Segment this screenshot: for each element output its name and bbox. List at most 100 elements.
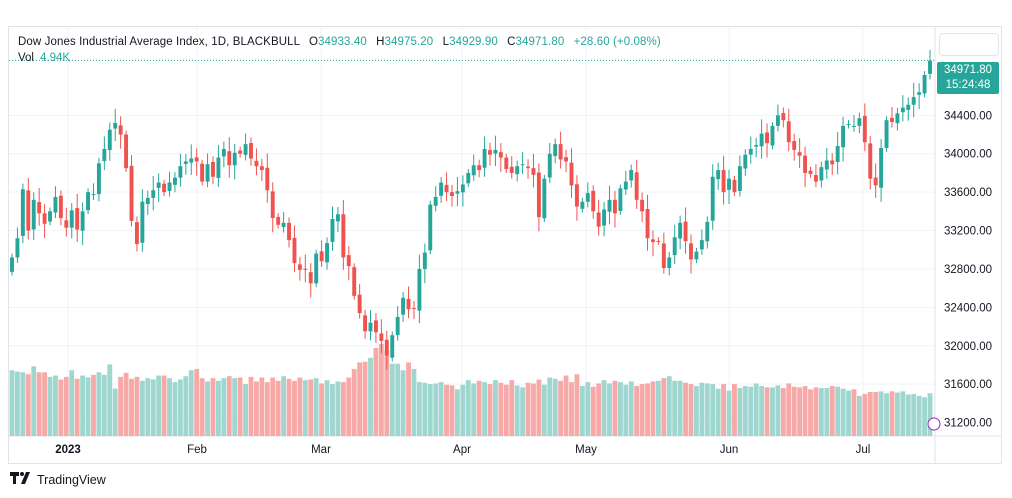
- volume-bar: [205, 381, 210, 436]
- volume-bar: [726, 390, 732, 436]
- candle-body: [466, 172, 471, 184]
- high-label: H: [376, 36, 385, 48]
- volume-bar: [259, 377, 265, 436]
- candle-body: [243, 144, 248, 155]
- footer-brand[interactable]: TradingView: [10, 472, 106, 487]
- candle-body: [803, 155, 808, 173]
- volume-bar: [650, 381, 656, 436]
- volume-bar: [433, 383, 439, 436]
- candle-body: [498, 152, 503, 158]
- candle-body: [96, 163, 101, 195]
- volume-bar: [281, 376, 287, 436]
- candle-body: [216, 157, 221, 178]
- candle-body: [580, 201, 585, 209]
- volume-bar: [183, 376, 189, 436]
- candle-body: [368, 322, 373, 332]
- volume-bar: [493, 380, 498, 436]
- candle-body: [748, 148, 753, 155]
- volume-legend: Vol 4.94K: [18, 52, 70, 64]
- candle-body: [634, 172, 639, 200]
- volume-bar: [759, 386, 765, 436]
- volume-bar: [590, 386, 596, 436]
- volume-bar: [694, 386, 699, 436]
- volume-bar: [922, 397, 927, 436]
- bar-countdown: 15:24:48: [945, 79, 991, 91]
- candle-body: [118, 125, 123, 135]
- scale-mode-box[interactable]: [939, 33, 999, 56]
- close-label: C: [507, 36, 516, 48]
- candle-body: [162, 183, 167, 193]
- volume-bar: [634, 386, 640, 436]
- candle-body: [450, 192, 454, 196]
- candle-body: [618, 188, 623, 211]
- candle-body: [656, 240, 661, 242]
- volume-bar: [101, 374, 107, 436]
- volume-bar: [319, 383, 325, 436]
- volume-bar: [666, 376, 672, 436]
- low-label: L: [442, 36, 450, 48]
- candle-body: [428, 204, 433, 251]
- candle-body: [167, 182, 172, 191]
- candle-body: [743, 154, 748, 169]
- candle-body: [15, 238, 20, 258]
- volume-bar: [791, 386, 797, 436]
- candle-body: [64, 220, 69, 228]
- volume-bar: [275, 380, 281, 436]
- volume-bar: [525, 382, 531, 436]
- volume-bar: [471, 383, 477, 436]
- volume-bar: [270, 377, 276, 436]
- y-tick-label: 33200.00: [944, 226, 992, 238]
- candle-body: [42, 213, 47, 224]
- candle-body: [786, 121, 791, 143]
- event-marker-icon: [927, 417, 941, 431]
- volume-bar: [85, 377, 91, 436]
- volume-bar: [867, 391, 873, 436]
- candle-body: [928, 60, 932, 74]
- candle-body: [395, 316, 400, 336]
- candle-body: [412, 308, 416, 310]
- volume-bar: [655, 380, 661, 436]
- candle-body: [488, 150, 492, 155]
- y-tick-label: 32400.00: [944, 302, 992, 314]
- volume-bar: [536, 379, 542, 436]
- volume-bar: [444, 384, 449, 436]
- volume-bar: [389, 363, 395, 436]
- volume-bar: [351, 368, 357, 436]
- volume-bar: [449, 385, 455, 436]
- candle-body: [873, 177, 878, 186]
- candle-body: [129, 165, 134, 221]
- candle-body: [189, 158, 194, 163]
- candle-body: [373, 320, 378, 333]
- candle-body: [124, 134, 129, 169]
- candle-body: [325, 243, 330, 263]
- volume-bar: [416, 382, 422, 436]
- volume-bar: [699, 382, 705, 436]
- candle-body: [86, 192, 91, 211]
- candle-body: [346, 255, 351, 267]
- x-tick-label: Mar: [311, 444, 331, 456]
- candle-body: [629, 170, 634, 181]
- candle-body: [846, 123, 851, 125]
- candle-body: [526, 166, 530, 169]
- volume-bar: [232, 378, 238, 436]
- volume-bar: [63, 376, 69, 436]
- volume-bar: [150, 379, 156, 436]
- volume-bar: [199, 378, 205, 436]
- volume-bar: [563, 375, 569, 436]
- chart-frame: [8, 26, 1002, 464]
- candle-body: [107, 129, 112, 151]
- volume-label: Vol: [18, 52, 34, 64]
- volume-bar: [438, 382, 444, 436]
- volume-bar: [248, 376, 254, 436]
- volume-bar: [715, 388, 721, 436]
- volume-bar: [254, 381, 259, 436]
- volume-bar: [780, 388, 786, 436]
- volume-bar: [661, 378, 667, 436]
- candle-body: [75, 208, 80, 230]
- candle-body: [357, 294, 362, 314]
- candle-body: [694, 251, 699, 260]
- volume-bar: [704, 383, 710, 436]
- volume-bar: [672, 380, 678, 436]
- volume-bar: [400, 370, 406, 436]
